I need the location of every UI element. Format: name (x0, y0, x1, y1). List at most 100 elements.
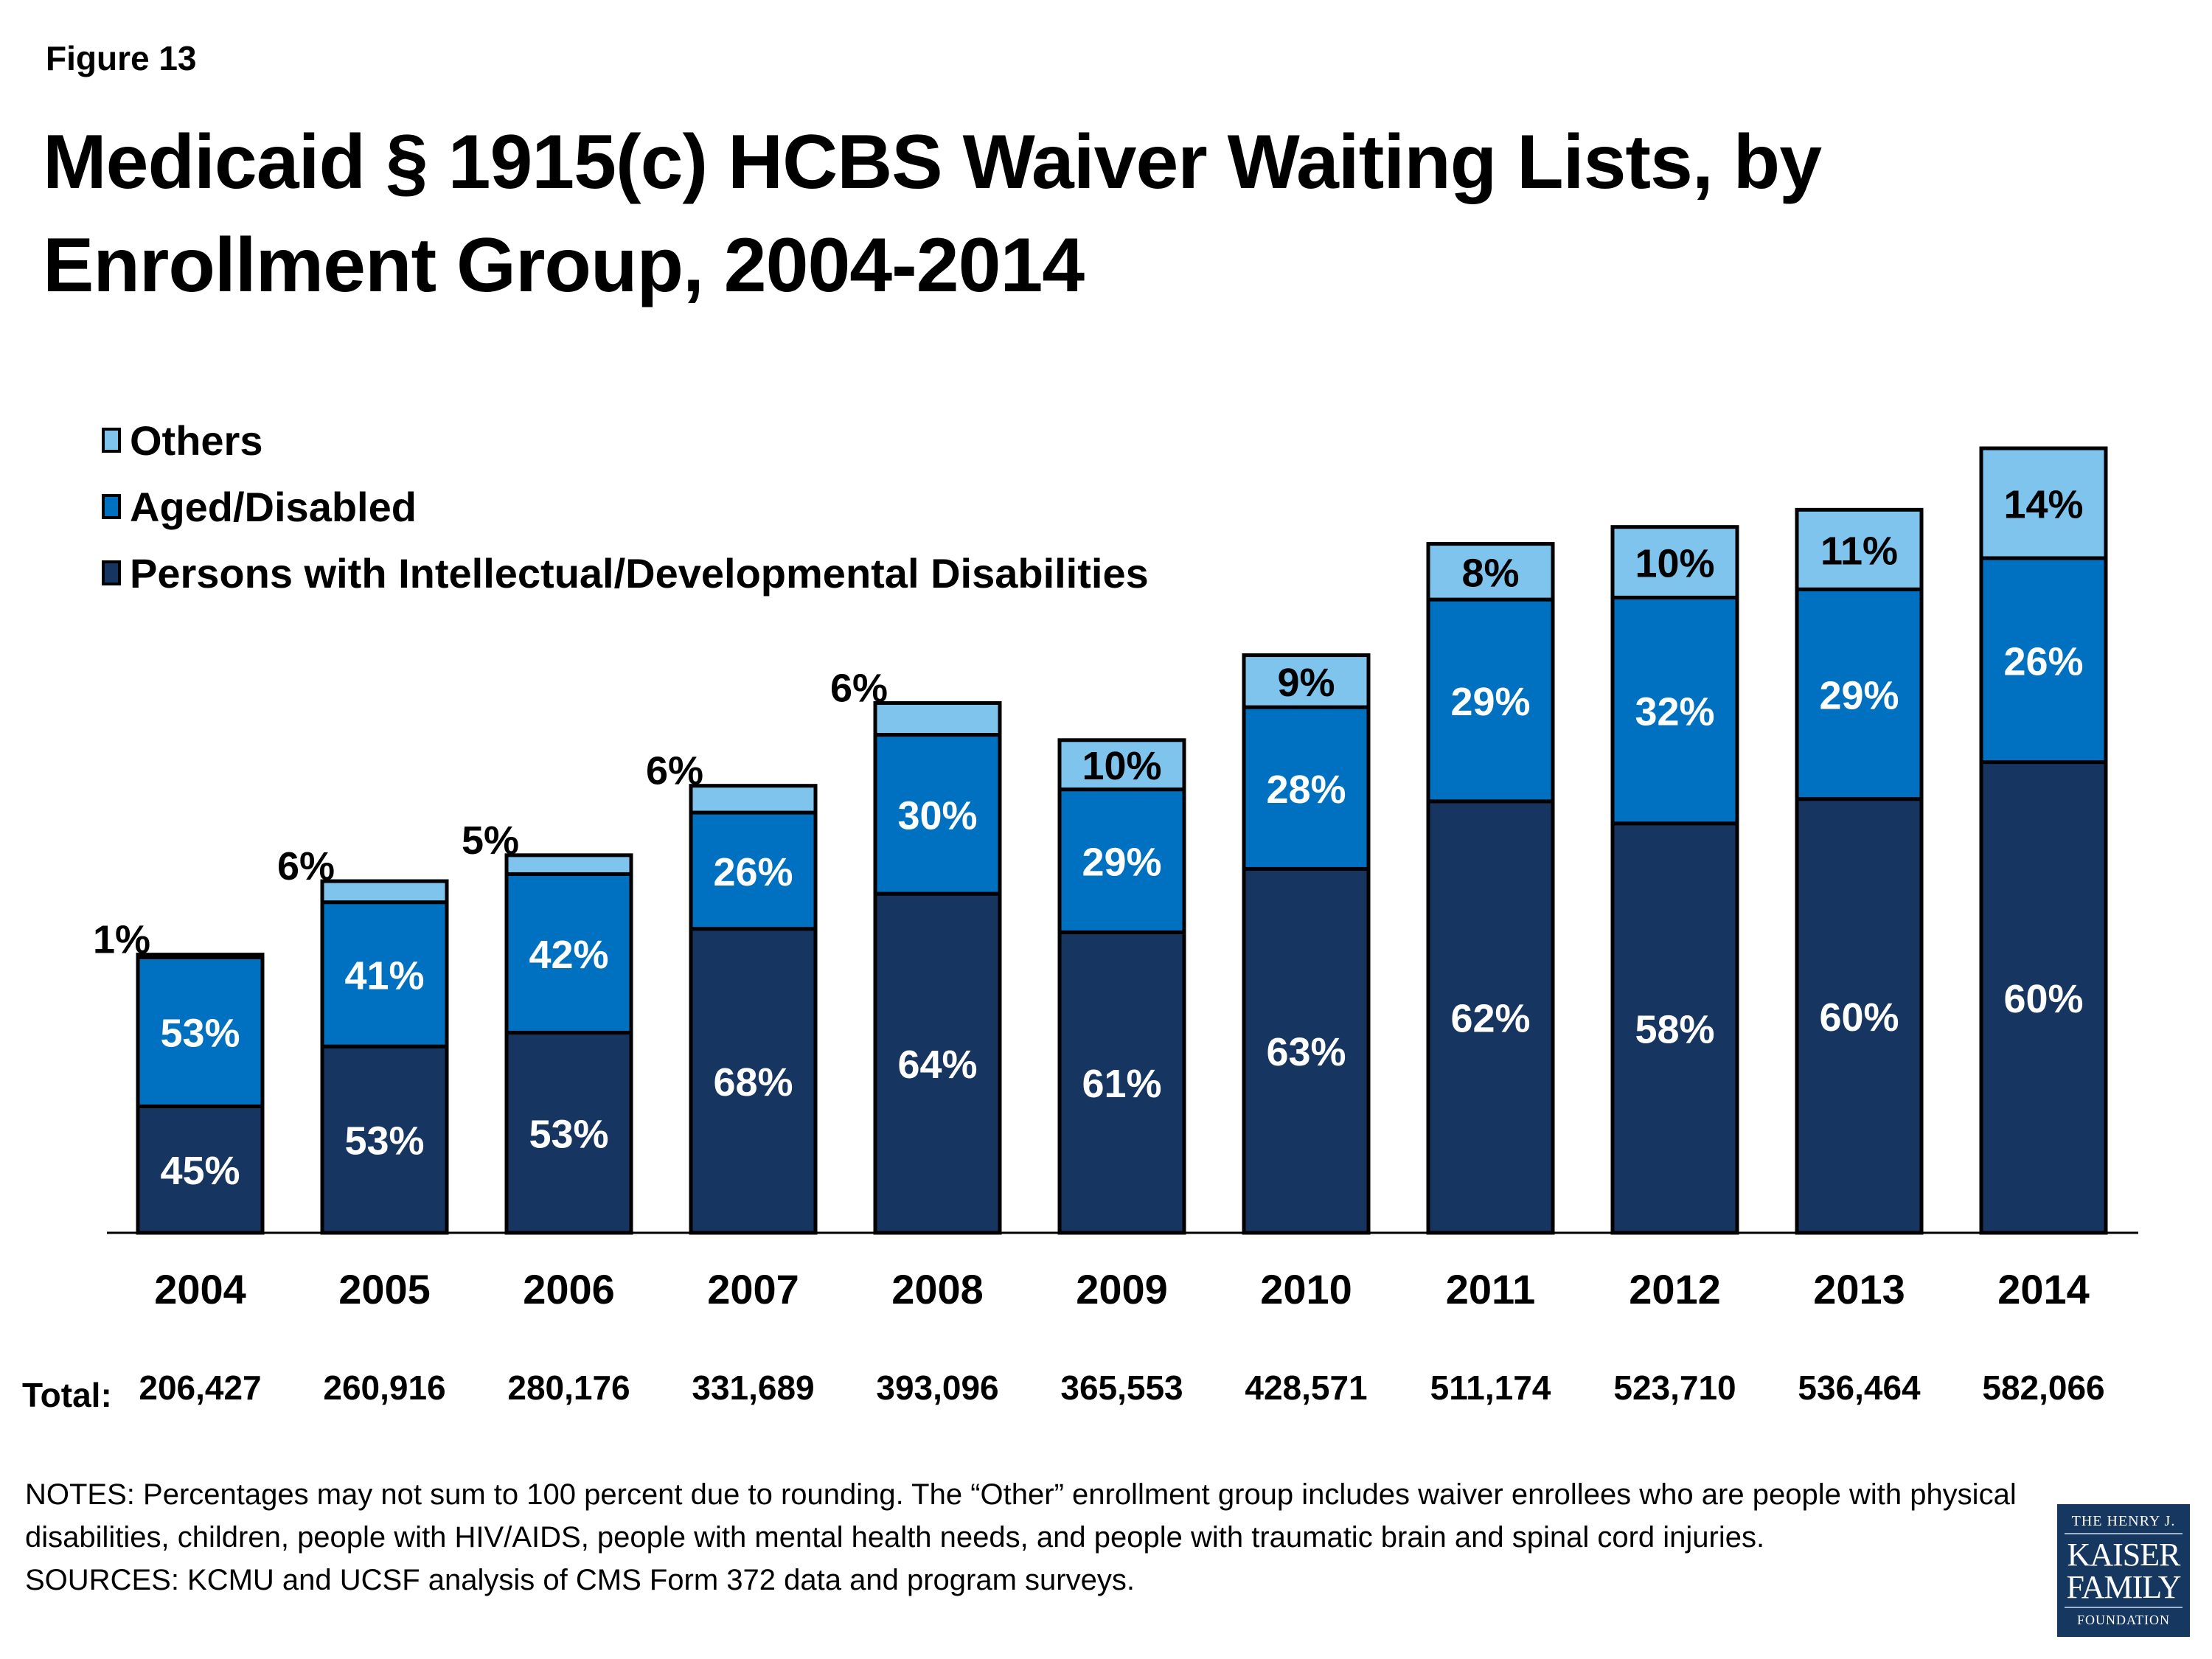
bar-segment-idd-2014 (1979, 760, 2108, 1235)
data-label-idd-2007: 68% (713, 1060, 793, 1105)
bar-segment-aged-disabled-2008 (873, 733, 1002, 896)
legend-swatch-aged-disabled (102, 494, 121, 519)
legend-item-aged-disabled: Aged/Disabled (102, 473, 1149, 540)
bar-segment-aged-disabled-2014 (1979, 556, 2108, 765)
data-label-others-2014: 14% (2003, 482, 2083, 526)
legend-label-idd: Persons with Intellectual/Developmental … (130, 549, 1149, 597)
total-value-2004: 206,427 (139, 1368, 261, 1407)
x-tick-label-2014: 2014 (1997, 1266, 2090, 1312)
sources-text: SOURCES: KCMU and UCSF analysis of CMS F… (25, 1564, 1135, 1596)
x-tick-label-2012: 2012 (1629, 1266, 1721, 1312)
legend-swatch-others (102, 428, 121, 453)
bar-segment-others-2009 (1057, 738, 1186, 792)
legend-label-others: Others (130, 417, 263, 464)
data-label-aged-disabled-2007: 26% (713, 850, 793, 894)
bar-segment-idd-2012 (1610, 821, 1739, 1235)
data-label-aged-disabled-2005: 41% (344, 953, 424, 998)
data-label-others-2013: 11% (1820, 529, 1898, 573)
total-value-2012: 523,710 (1613, 1368, 1736, 1407)
data-label-others-2004: 1% (93, 918, 150, 962)
legend-label-aged-disabled: Aged/Disabled (130, 483, 417, 530)
kaiser-family-foundation-logo: THE HENRY J. KAISER FAMILY FOUNDATION (2057, 1504, 2190, 1637)
data-label-idd-2014: 60% (2003, 977, 2083, 1021)
data-label-aged-disabled-2011: 29% (1450, 680, 1530, 724)
data-label-others-2011: 8% (1461, 551, 1519, 595)
legend-item-idd: Persons with Intellectual/Developmental … (102, 540, 1149, 606)
total-value-2014: 582,066 (1982, 1368, 2104, 1407)
legend: Others Aged/Disabled Persons with Intell… (102, 407, 1149, 606)
data-label-aged-disabled-2004: 53% (160, 1011, 240, 1055)
bar-segment-others-2004 (136, 953, 265, 959)
bar-segment-idd-2009 (1057, 930, 1186, 1235)
data-label-others-2008: 6% (830, 666, 888, 710)
x-tick-label-2006: 2006 (523, 1266, 615, 1312)
bar-segment-others-2012 (1610, 525, 1739, 599)
bar-segment-others-2008 (873, 700, 1002, 737)
data-label-idd-2004: 45% (160, 1149, 240, 1193)
total-value-2009: 365,553 (1060, 1368, 1183, 1407)
data-label-aged-disabled-2010: 28% (1266, 768, 1346, 812)
x-tick-label-2007: 2007 (707, 1266, 799, 1312)
total-value-2010: 428,571 (1245, 1368, 1367, 1407)
data-label-others-2005: 6% (277, 844, 335, 888)
data-label-aged-disabled-2008: 30% (897, 793, 977, 838)
total-value-2011: 511,174 (1430, 1368, 1551, 1407)
data-label-aged-disabled-2006: 42% (529, 933, 608, 977)
data-label-idd-2010: 63% (1266, 1030, 1346, 1074)
stacked-bar-chart: 45% 53% 1% 2004 206,427 53% 41% 6% 2005 260,916 53… (22, 446, 2138, 1414)
chart-title: Medicaid § 1915(c) HCBS Waiver Waiting L… (43, 119, 1822, 308)
logo-line-3: FAMILY (2065, 1571, 2183, 1608)
data-label-others-2012: 10% (1635, 542, 1714, 586)
legend-item-others: Others (102, 407, 1149, 473)
bar-segment-others-2005 (320, 879, 449, 905)
logo-line-4: FOUNDATION (2077, 1613, 2170, 1627)
bar-segment-aged-disabled-2011 (1426, 597, 1555, 804)
data-label-idd-2012: 58% (1635, 1007, 1714, 1051)
labels-group: 45% 53% 1% 2004 206,427 53% 41% 6% 2005 260,916 53… (93, 482, 2105, 1407)
data-label-aged-disabled-2012: 32% (1635, 690, 1714, 734)
total-value-2005: 260,916 (323, 1368, 445, 1407)
logo-line-1: THE HENRY J. (2065, 1513, 2183, 1534)
bar-segment-aged-disabled-2007 (689, 810, 818, 931)
total-value-2007: 331,689 (692, 1368, 814, 1407)
data-label-idd-2013: 60% (1819, 995, 1899, 1040)
bar-segment-others-2011 (1426, 542, 1555, 602)
bar-segment-aged-disabled-2006 (504, 872, 633, 1035)
bar-segment-aged-disabled-2013 (1795, 587, 1924, 801)
bar-segment-others-2007 (689, 784, 818, 815)
bar-segment-others-2010 (1242, 653, 1371, 709)
x-tick-label-2010: 2010 (1260, 1266, 1352, 1312)
x-tick-label-2004: 2004 (154, 1266, 246, 1312)
total-value-2008: 393,096 (876, 1368, 998, 1407)
total-value-2006: 280,176 (507, 1368, 630, 1407)
data-label-aged-disabled-2009: 29% (1082, 840, 1161, 884)
x-tick-label-2005: 2005 (338, 1266, 431, 1312)
bar-segment-others-2013 (1795, 507, 1924, 591)
bar-segment-others-2006 (504, 853, 633, 876)
data-label-idd-2009: 61% (1082, 1062, 1161, 1106)
data-label-others-2007: 6% (646, 749, 703, 793)
bar-segment-idd-2010 (1242, 866, 1371, 1235)
data-label-others-2006: 5% (462, 818, 519, 863)
data-label-idd-2006: 53% (529, 1112, 608, 1156)
data-label-idd-2008: 64% (897, 1043, 977, 1087)
legend-swatch-idd (102, 560, 121, 585)
data-label-aged-disabled-2014: 26% (2003, 639, 2083, 684)
total-value-2013: 536,464 (1798, 1368, 1921, 1407)
bar-segment-others-2014 (1979, 446, 2108, 560)
data-label-others-2009: 10% (1082, 744, 1161, 788)
x-tick-label-2008: 2008 (891, 1266, 984, 1312)
x-tick-label-2011: 2011 (1446, 1266, 1536, 1312)
bars-group (136, 446, 2108, 1235)
notes-text: NOTES: Percentages may not sum to 100 pe… (25, 1478, 2017, 1554)
x-tick-label-2009: 2009 (1076, 1266, 1168, 1312)
totals-label: Total: (22, 1376, 112, 1414)
data-label-idd-2005: 53% (344, 1119, 424, 1164)
bar-segment-idd-2006 (504, 1031, 633, 1235)
bar-segment-aged-disabled-2004 (136, 955, 265, 1108)
data-label-idd-2011: 62% (1450, 996, 1530, 1040)
figure-label: Figure 13 (46, 39, 197, 77)
notes-block: NOTES: Percentages may not sum to 100 pe… (25, 1473, 2031, 1601)
logo-line-2: KAISER (2067, 1537, 2181, 1573)
x-tick-label-2013: 2013 (1813, 1266, 1905, 1312)
